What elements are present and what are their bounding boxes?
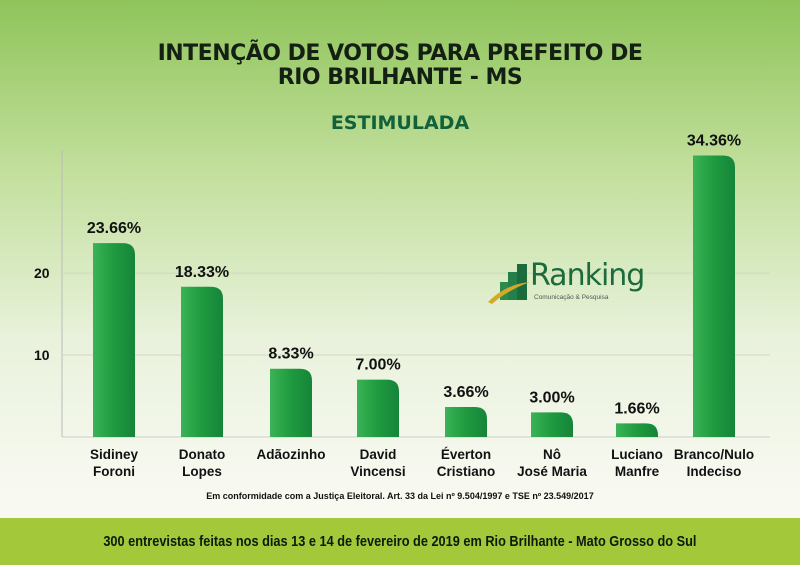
logo-bars-icon — [488, 264, 530, 304]
data-label: 1.66% — [614, 400, 659, 417]
x-tick-label: Manfre — [615, 464, 660, 479]
x-tick-label: Nô — [543, 447, 561, 462]
x-tick-label: Indeciso — [687, 464, 742, 479]
footer-text: 300 entrevistas feitas nos dias 13 e 14 … — [103, 533, 697, 550]
chart-subtitle: ESTIMULADA — [330, 112, 470, 134]
x-tick-label: Sidiney — [90, 447, 139, 462]
bar-chart: 10 20 23.66% Sidiney Foroni 18.33% Donato Lopes… — [34, 132, 770, 479]
x-tick-label: Adãozinho — [257, 447, 326, 462]
bar — [445, 407, 487, 437]
data-label: 18.33% — [175, 264, 229, 281]
data-label: 23.66% — [87, 220, 141, 237]
x-tick-label: Cristiano — [437, 464, 496, 479]
ranking-logo: Ranking Comunicação & Pesquisa — [486, 258, 645, 306]
x-tick-label: Lopes — [182, 464, 222, 479]
footer-band: 300 entrevistas feitas nos dias 13 e 14 … — [0, 518, 800, 565]
x-tick-label: Luciano — [611, 447, 663, 462]
x-tick-label: David — [360, 447, 397, 462]
y-tick-label: 10 — [34, 347, 50, 363]
data-label: 34.36% — [687, 132, 741, 149]
y-tick-label: 20 — [34, 265, 50, 281]
bar — [93, 243, 135, 437]
x-tick-label: Branco/Nulo — [674, 447, 754, 462]
x-tick-label: Vincensi — [350, 464, 405, 479]
x-tick-label: Donato — [179, 447, 226, 462]
bar — [181, 286, 223, 437]
bar — [693, 155, 735, 437]
x-tick-label: Foroni — [93, 464, 135, 479]
data-label: 7.00% — [355, 357, 400, 374]
x-tick-label: Éverton — [441, 447, 491, 462]
bar — [357, 379, 399, 437]
data-label: 3.66% — [443, 384, 488, 401]
legal-note: Em conformidade com a Justiça Eleitoral.… — [206, 491, 594, 501]
data-label: 8.33% — [268, 346, 313, 363]
data-label: 3.00% — [529, 389, 574, 406]
bar — [270, 368, 312, 437]
bar — [531, 412, 573, 437]
chart-title: INTENÇÃO DE VOTOS PARA PREFEITO DE RIO BR… — [157, 41, 643, 90]
x-tick-label: José Maria — [517, 464, 587, 479]
bar — [616, 423, 658, 437]
